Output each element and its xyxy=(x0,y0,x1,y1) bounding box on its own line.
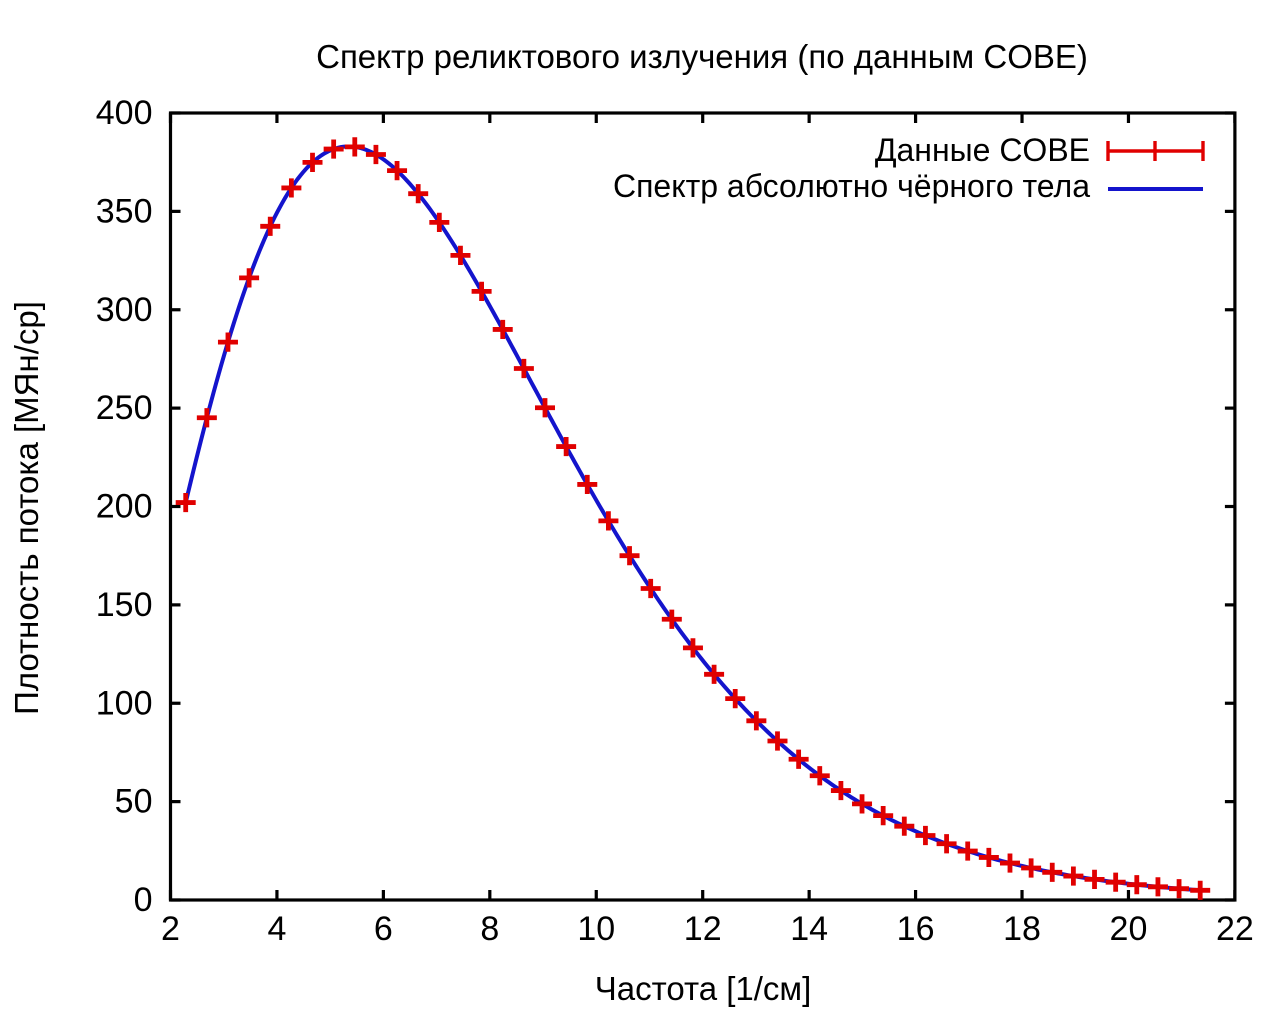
svg-text:8: 8 xyxy=(480,910,499,948)
svg-text:400: 400 xyxy=(96,94,153,132)
svg-text:100: 100 xyxy=(96,684,153,722)
svg-text:16: 16 xyxy=(897,910,935,948)
svg-text:0: 0 xyxy=(134,881,153,919)
svg-text:18: 18 xyxy=(1003,910,1041,948)
svg-text:12: 12 xyxy=(684,910,722,948)
svg-text:300: 300 xyxy=(96,291,153,329)
svg-text:200: 200 xyxy=(96,488,153,526)
svg-text:6: 6 xyxy=(374,910,393,948)
svg-text:Спектр абсолютно чёрного тела: Спектр абсолютно чёрного тела xyxy=(613,168,1090,204)
svg-text:Данные COBE: Данные COBE xyxy=(875,132,1090,168)
svg-text:350: 350 xyxy=(96,192,153,230)
svg-text:250: 250 xyxy=(96,389,153,427)
svg-text:2: 2 xyxy=(161,910,180,948)
svg-text:50: 50 xyxy=(115,783,153,821)
svg-text:22: 22 xyxy=(1216,910,1254,948)
svg-text:20: 20 xyxy=(1110,910,1148,948)
svg-text:Плотность потока [МЯн/ср]: Плотность потока [МЯн/ср] xyxy=(8,301,45,715)
svg-text:10: 10 xyxy=(577,910,615,948)
svg-text:4: 4 xyxy=(267,910,286,948)
svg-text:14: 14 xyxy=(790,910,828,948)
svg-text:150: 150 xyxy=(96,586,153,624)
svg-text:Спектр реликтового излучения (: Спектр реликтового излучения (по данным … xyxy=(316,38,1088,75)
svg-text:Частота [1/см]: Частота [1/см] xyxy=(595,970,812,1007)
